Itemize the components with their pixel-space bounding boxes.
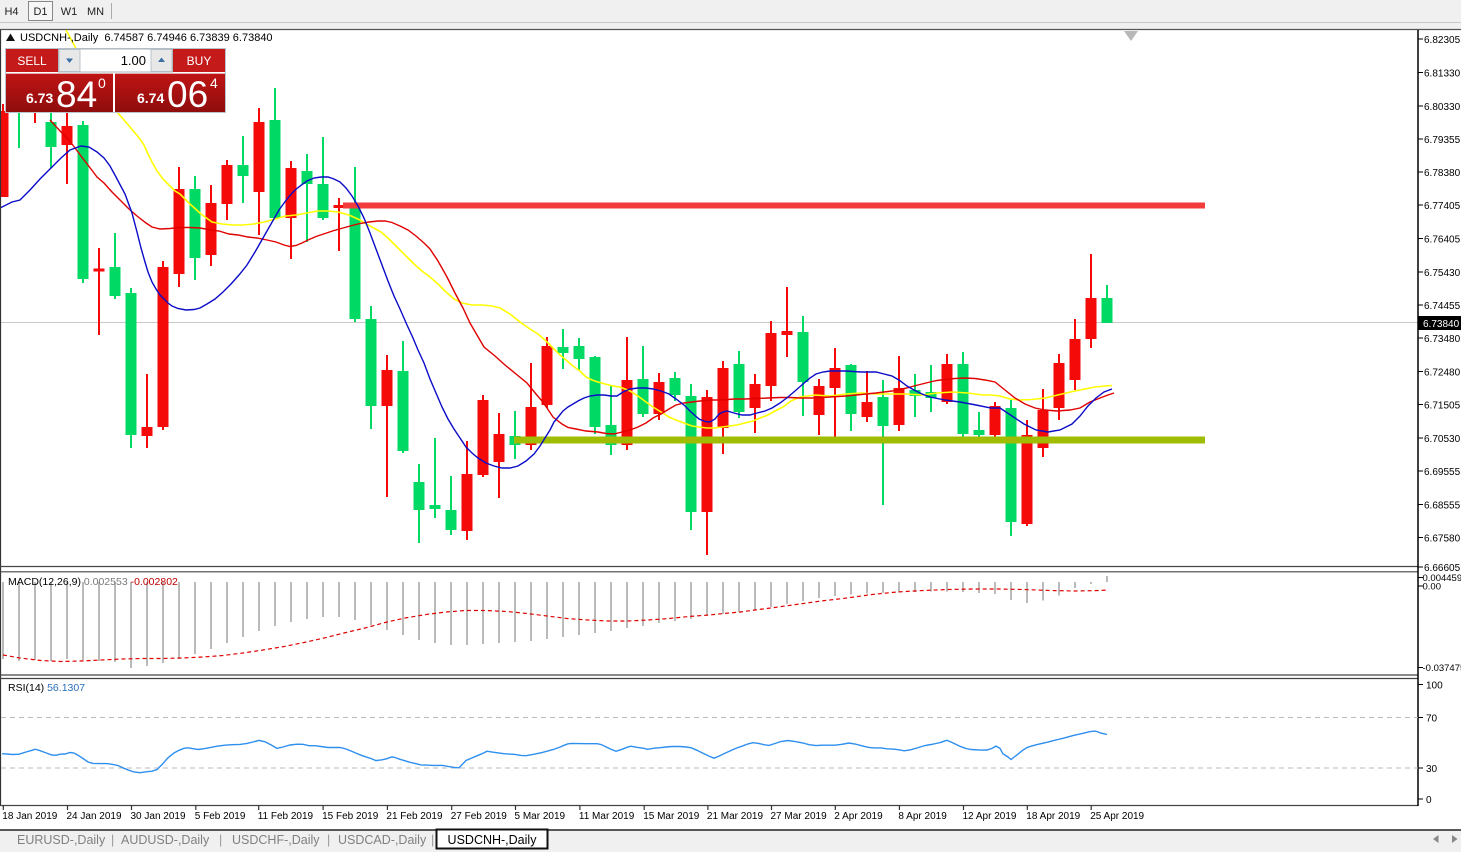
svg-text:18 Jan 2019: 18 Jan 2019 (2, 811, 57, 822)
svg-text:H4: H4 (4, 6, 18, 18)
svg-text:6.73: 6.73 (26, 90, 53, 106)
svg-text:SELL: SELL (17, 54, 47, 68)
svg-text:0: 0 (1426, 795, 1432, 806)
svg-text:70: 70 (1426, 714, 1438, 725)
svg-text:6.69555: 6.69555 (1424, 467, 1461, 478)
svg-text:USDCHF-,Daily: USDCHF-,Daily (232, 833, 320, 847)
svg-text:RSI(14) 56.1307: RSI(14) 56.1307 (8, 682, 85, 694)
svg-text:USDCNH-,Daily 6.74587 6.74946: USDCNH-,Daily 6.74587 6.74946 6.73839 6.… (20, 32, 273, 44)
svg-text:AUDUSD-,Daily: AUDUSD-,Daily (121, 833, 210, 847)
svg-text:6.81330: 6.81330 (1424, 69, 1461, 80)
svg-text:6.78380: 6.78380 (1424, 168, 1461, 179)
svg-text:|: | (111, 833, 114, 847)
svg-text:27 Mar 2019: 27 Mar 2019 (771, 811, 828, 822)
svg-text:MACD(12,26,9) 0.002553 -0.0028: MACD(12,26,9) 0.002553 -0.002802 (8, 576, 178, 588)
svg-text:MN: MN (87, 6, 104, 18)
svg-text:6.70530: 6.70530 (1424, 434, 1461, 445)
svg-text:|: | (219, 833, 222, 847)
svg-text:USDCNH-,Daily: USDCNH-,Daily (448, 833, 538, 847)
svg-text:0: 0 (98, 75, 106, 91)
svg-text:2 Apr 2019: 2 Apr 2019 (834, 811, 883, 822)
svg-text:4: 4 (210, 75, 218, 91)
svg-text:6.73840: 6.73840 (1423, 319, 1460, 330)
svg-text:6.68555: 6.68555 (1424, 501, 1461, 512)
svg-text:6.71505: 6.71505 (1424, 401, 1461, 412)
svg-text:21 Feb 2019: 21 Feb 2019 (386, 811, 443, 822)
svg-text:6.72480: 6.72480 (1424, 368, 1461, 379)
svg-text:-0.037475: -0.037475 (1423, 663, 1461, 674)
svg-text:11 Mar 2019: 11 Mar 2019 (579, 811, 635, 822)
svg-text:5 Feb 2019: 5 Feb 2019 (195, 811, 246, 822)
svg-text:27 Feb 2019: 27 Feb 2019 (451, 811, 508, 822)
svg-text:W1: W1 (61, 6, 78, 18)
svg-text:8 Apr 2019: 8 Apr 2019 (898, 811, 947, 822)
svg-text:5 Mar 2019: 5 Mar 2019 (515, 811, 566, 822)
svg-text:6.82305: 6.82305 (1424, 35, 1461, 46)
svg-text:84: 84 (56, 74, 97, 115)
svg-text:6.74: 6.74 (137, 90, 164, 106)
svg-text:0.00: 0.00 (1423, 582, 1442, 593)
svg-text:6.76405: 6.76405 (1424, 235, 1461, 246)
svg-text:15 Feb 2019: 15 Feb 2019 (322, 811, 379, 822)
svg-text:|: | (327, 833, 330, 847)
svg-text:6.75430: 6.75430 (1424, 268, 1461, 279)
svg-text:25 Apr 2019: 25 Apr 2019 (1090, 811, 1144, 822)
svg-text:30 Jan 2019: 30 Jan 2019 (131, 811, 186, 822)
svg-text:EURUSD-,Daily: EURUSD-,Daily (17, 833, 106, 847)
svg-text:100: 100 (1426, 681, 1443, 692)
svg-text:D1: D1 (33, 6, 47, 18)
svg-text:6.77405: 6.77405 (1424, 201, 1461, 212)
svg-text:06: 06 (167, 74, 208, 115)
svg-text:|: | (431, 833, 434, 847)
svg-text:6.73480: 6.73480 (1424, 334, 1461, 345)
svg-text:30: 30 (1426, 764, 1438, 775)
svg-text:21 Mar 2019: 21 Mar 2019 (707, 811, 764, 822)
svg-text:6.67580: 6.67580 (1424, 534, 1461, 545)
svg-text:18 Apr 2019: 18 Apr 2019 (1026, 811, 1080, 822)
svg-text:6.79355: 6.79355 (1424, 135, 1461, 146)
svg-text:USDCAD-,Daily: USDCAD-,Daily (338, 833, 427, 847)
svg-text:BUY: BUY (187, 54, 212, 68)
svg-text:24 Jan 2019: 24 Jan 2019 (67, 811, 122, 822)
svg-text:6.80330: 6.80330 (1424, 102, 1461, 113)
svg-text:6.74455: 6.74455 (1424, 301, 1461, 312)
svg-text:12 Apr 2019: 12 Apr 2019 (963, 811, 1017, 822)
svg-text:15 Mar 2019: 15 Mar 2019 (643, 811, 700, 822)
svg-text:1.00: 1.00 (121, 53, 146, 68)
svg-text:11 Feb 2019: 11 Feb 2019 (258, 811, 314, 822)
